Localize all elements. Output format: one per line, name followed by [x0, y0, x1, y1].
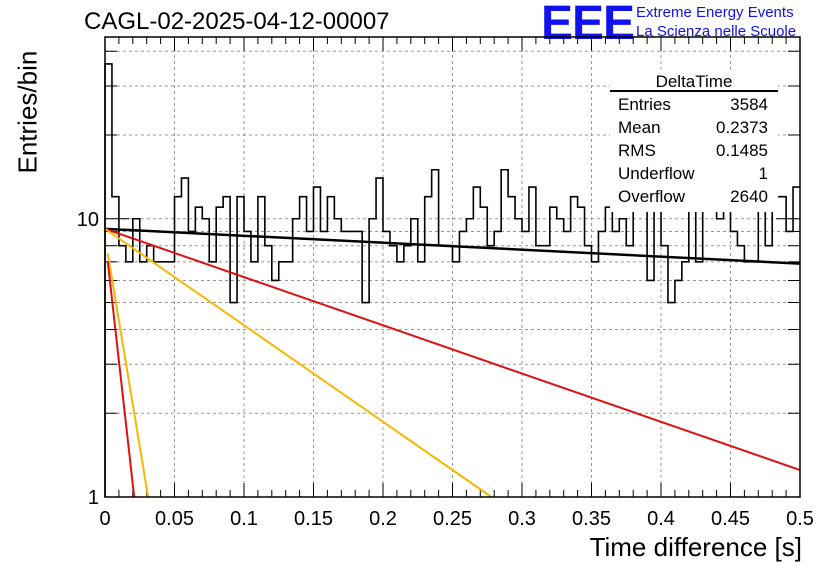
stats-value: 1 — [759, 164, 768, 183]
fit-line-2 — [104, 227, 801, 471]
x-tick-label: 0.05 — [155, 508, 194, 530]
x-tick-label: 0.5 — [786, 508, 814, 530]
x-tick-label: 0.25 — [433, 508, 472, 530]
x-tick-label: 0.15 — [294, 508, 333, 530]
stats-value: 0.1485 — [716, 141, 768, 160]
plot-frame — [104, 36, 801, 498]
stats-label: Entries — [618, 95, 671, 114]
x-axis-label: Time difference [s] — [589, 532, 802, 562]
fit-line-5 — [106, 261, 136, 498]
stats-label: Underflow — [618, 164, 695, 183]
stats-label: RMS — [618, 141, 656, 160]
stats-background — [610, 70, 778, 212]
stats-title: DeltaTime — [656, 72, 733, 91]
logo-text: Extreme Energy Events La Scienza nelle S… — [636, 3, 796, 41]
y-tick-label: 1 — [88, 487, 99, 509]
x-tick-label: 0.2 — [369, 508, 397, 530]
histogram-line — [104, 63, 800, 497]
stats-value: 0.2373 — [716, 118, 768, 137]
stats-value: 3584 — [730, 95, 768, 114]
fit-line-3 — [104, 228, 492, 498]
x-tick-label: 0.3 — [508, 508, 536, 530]
fit-line-4 — [106, 253, 150, 498]
stats-box: DeltaTime Entries 3584 Mean 0.2373 RMS 0.1485 U… — [610, 70, 778, 212]
y-tick-label: 10 — [77, 209, 99, 231]
x-tick-label: 0 — [99, 508, 110, 530]
stats-label: Mean — [618, 118, 661, 137]
logo-line-1: Extreme Energy Events — [636, 4, 794, 21]
logo-line-2: La Scienza nelle Scuole — [636, 23, 797, 40]
x-tick-label: 0.45 — [711, 508, 750, 530]
x-tick-label: 0.1 — [230, 508, 258, 530]
chart-title: CAGL-02-2025-04-12-00007 — [84, 8, 390, 35]
x-tick-label: 0.35 — [572, 508, 611, 530]
stats-label: Overflow — [618, 187, 686, 206]
x-tick-label: 0.4 — [647, 508, 675, 530]
fit-line-1 — [104, 227, 801, 265]
stats-value: 2640 — [730, 187, 768, 206]
